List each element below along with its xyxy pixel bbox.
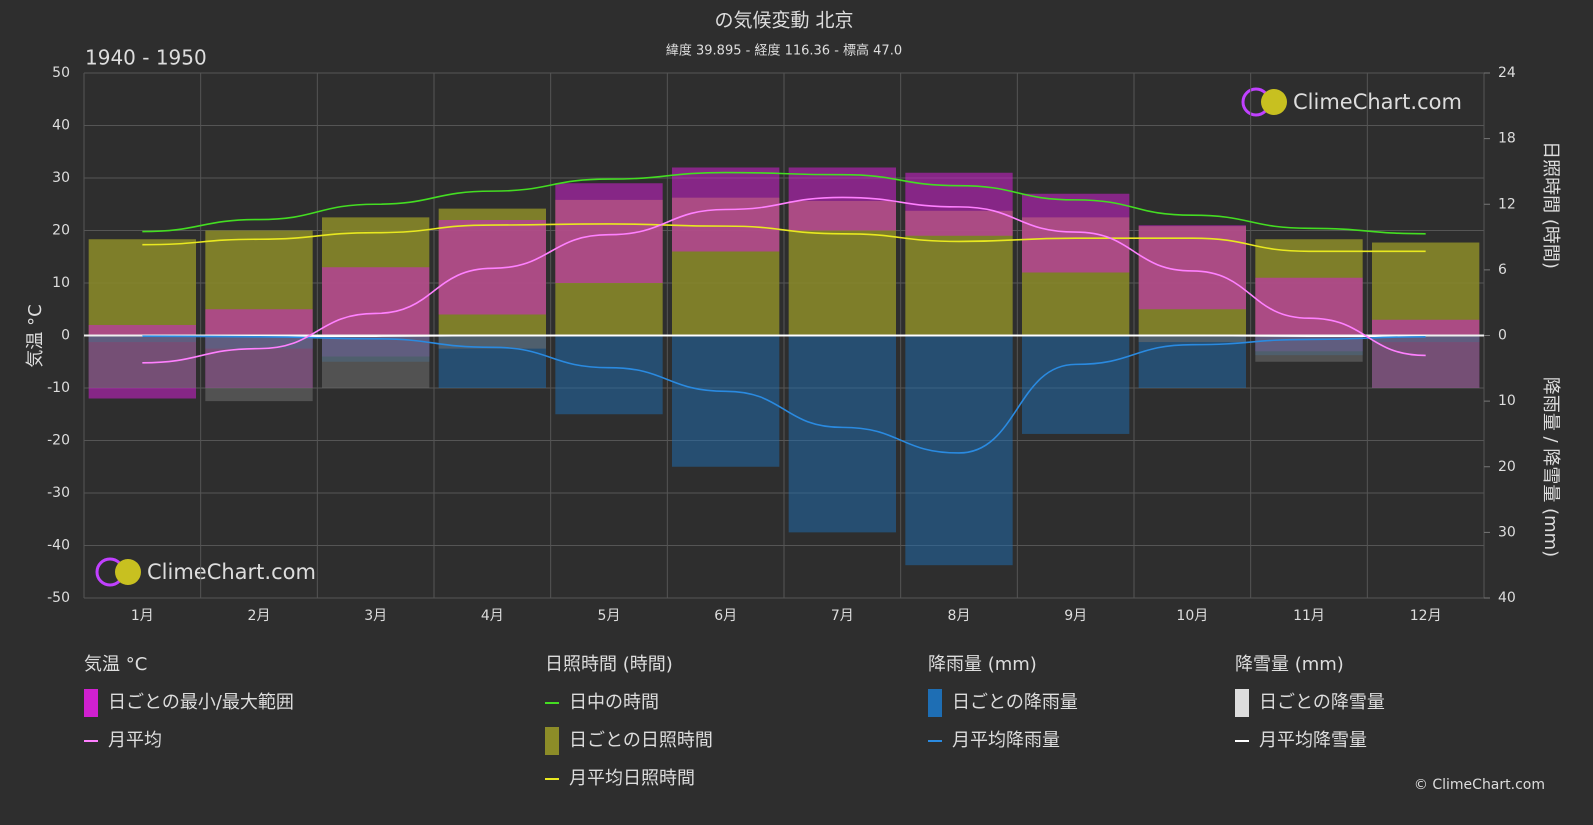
legend-label: 月平均降雪量 xyxy=(1259,730,1367,751)
bar xyxy=(88,335,196,388)
y-tick-label: -30 xyxy=(47,485,70,501)
y3-tick-label: 10 xyxy=(1498,393,1516,409)
legend-title: 降雨量 (mm) xyxy=(928,654,1037,675)
x-tick-label: 10月 xyxy=(1176,608,1208,624)
y-tick-label: 30 xyxy=(52,170,70,186)
x-tick-label: 11月 xyxy=(1293,608,1325,624)
legend-swatch xyxy=(928,689,942,717)
x-tick-label: 3月 xyxy=(364,608,387,624)
legend-label: 月平均降雨量 xyxy=(952,730,1060,751)
legend-label: 日中の時間 xyxy=(569,692,659,713)
temp-range xyxy=(555,183,663,283)
y-tick-label: -10 xyxy=(47,380,70,396)
legend-title: 降雪量 (mm) xyxy=(1235,654,1344,675)
temp-range xyxy=(1138,225,1246,310)
legend-title: 気温 °C xyxy=(84,654,147,675)
logo-text: ClimeChart.com xyxy=(1293,90,1462,114)
legend-label: 日ごとの降雪量 xyxy=(1259,692,1385,713)
copyright: © ClimeChart.com xyxy=(1414,777,1545,793)
y3-tick-label: 30 xyxy=(1498,524,1516,540)
logo-top: ClimeChart.com xyxy=(1241,87,1462,117)
logo-text: ClimeChart.com xyxy=(147,560,316,584)
period: 1940 - 1950 xyxy=(85,46,207,70)
y2-axis-label: 日照時間 (時間) xyxy=(1540,141,1561,269)
bar xyxy=(1372,335,1480,388)
y-tick-label: -20 xyxy=(47,433,70,449)
y3-tick-label: 20 xyxy=(1498,459,1516,475)
line xyxy=(142,223,1426,253)
bar xyxy=(905,335,1013,566)
y-tick-label: -40 xyxy=(47,538,70,554)
x-tick-label: 7月 xyxy=(831,608,854,624)
bar xyxy=(322,335,430,388)
legend-swatch xyxy=(1235,689,1249,717)
y2-tick-label: 0 xyxy=(1498,328,1507,344)
chart-subtitle: 緯度 39.895 - 経度 116.36 - 標高 47.0 xyxy=(666,43,902,59)
x-tick-label: 4月 xyxy=(481,608,504,624)
legend-label: 日ごとの日照時間 xyxy=(569,730,713,751)
x-tick-label: 8月 xyxy=(948,608,971,624)
bar xyxy=(1138,335,1246,343)
y-tick-label: 40 xyxy=(52,118,70,134)
y3-tick-label: 40 xyxy=(1498,590,1516,606)
legend-label: 月平均 xyxy=(108,730,162,751)
bar xyxy=(438,335,546,349)
x-tick-label: 2月 xyxy=(248,608,271,624)
x-tick-label: 12月 xyxy=(1410,608,1442,624)
line xyxy=(142,335,1426,454)
y-tick-label: 50 xyxy=(52,65,70,81)
bar xyxy=(1022,335,1130,434)
y2-tick-label: 6 xyxy=(1498,262,1507,278)
legend-label: 月平均日照時間 xyxy=(569,768,695,789)
line xyxy=(142,171,1426,235)
x-tick-label: 9月 xyxy=(1064,608,1087,624)
chart-title: の気候変動 北京 xyxy=(714,10,853,32)
line xyxy=(142,196,1426,364)
y-tick-label: -50 xyxy=(47,590,70,606)
marks xyxy=(88,167,1480,566)
line xyxy=(142,334,1426,337)
lines xyxy=(84,171,1484,454)
bar xyxy=(788,335,896,533)
y-tick-label: 10 xyxy=(52,275,70,291)
y2-tick-label: 24 xyxy=(1498,65,1516,81)
legend-title: 日照時間 (時間) xyxy=(545,654,673,675)
bar xyxy=(205,335,313,402)
legend-swatch xyxy=(545,727,559,755)
bar xyxy=(672,335,780,467)
y2-tick-label: 12 xyxy=(1498,196,1516,212)
bar xyxy=(555,335,663,415)
y2-tick-label: 18 xyxy=(1498,131,1516,147)
x-tick-label: 1月 xyxy=(131,608,154,624)
x-tick-label: 6月 xyxy=(714,608,737,624)
y-axis-label: 気温 °C xyxy=(25,304,46,367)
temp-range xyxy=(1022,193,1130,273)
legend-swatch xyxy=(84,689,98,717)
y3-axis-label: 降雨量 / 降雪量 (mm) xyxy=(1540,377,1561,557)
y-tick-label: 20 xyxy=(52,223,70,239)
logo-bottom: ClimeChart.com xyxy=(95,557,316,587)
x-tick-label: 5月 xyxy=(598,608,621,624)
legend-label: 日ごとの最小/最大範囲 xyxy=(108,692,294,713)
temp-range xyxy=(438,220,546,315)
y-tick-label: 0 xyxy=(61,328,70,344)
legend-label: 日ごとの降雨量 xyxy=(952,692,1078,713)
bar xyxy=(88,239,196,336)
